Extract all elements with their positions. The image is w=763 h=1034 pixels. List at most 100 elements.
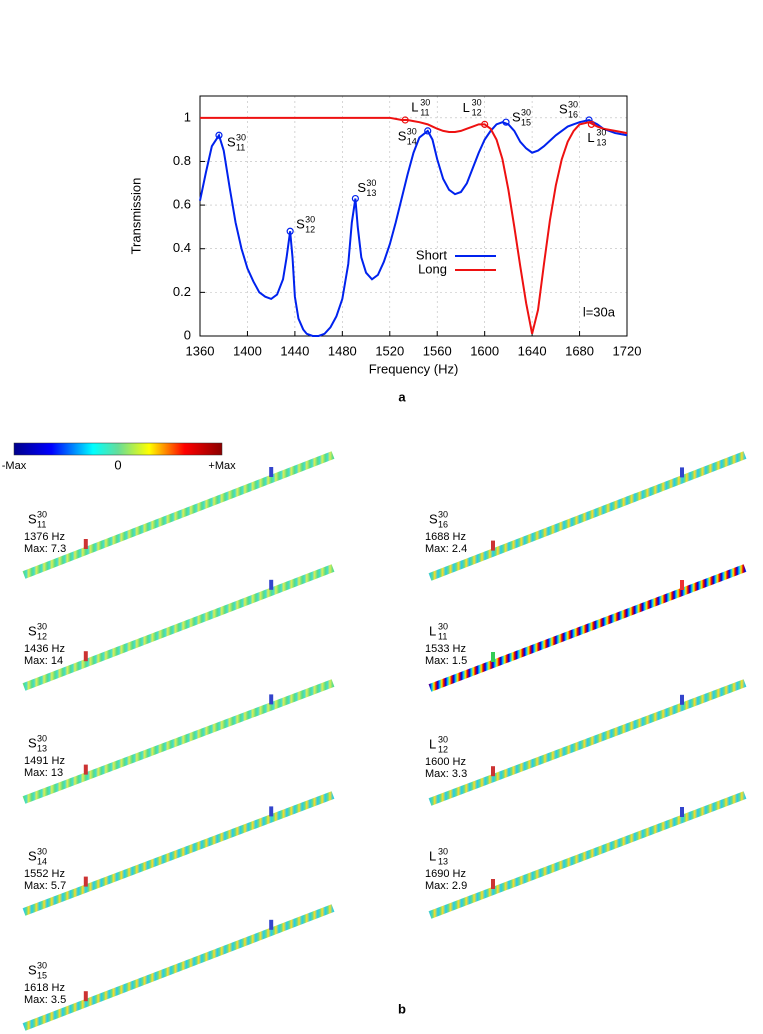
peak-marker [286, 227, 294, 235]
label-letter: L [587, 130, 594, 145]
legend-label: Long [418, 261, 447, 276]
y-tick-label: 0.2 [173, 284, 191, 299]
peak-marker [215, 131, 223, 139]
label-sub: 16 [438, 519, 448, 529]
label-letter: L [429, 848, 436, 863]
mode-max: Max: 14 [24, 655, 63, 667]
label-sup: 30 [305, 215, 315, 225]
label-letter: S [357, 180, 366, 195]
label-letter: L [411, 99, 418, 114]
label-sup: 30 [438, 509, 448, 519]
label-letter: S [296, 217, 305, 232]
label-letter: S [398, 128, 407, 143]
label-sup: 30 [438, 846, 448, 856]
mode-frequency: 1618 Hz [24, 982, 65, 994]
colorbar-label: -Max [2, 460, 27, 472]
label-sup: 30 [37, 621, 47, 631]
label-sup: 30 [472, 98, 482, 108]
label-sub: 11 [438, 631, 447, 641]
resonator-stub [680, 580, 684, 590]
label-sub: 14 [37, 856, 47, 866]
plot-frame [199, 95, 628, 337]
label-sub: 12 [472, 108, 482, 118]
resonator-stub [680, 807, 684, 817]
x-tick-label: 1360 [186, 343, 215, 358]
colorbar-label: +Max [208, 460, 236, 472]
mode-rod [428, 451, 747, 581]
resonator-stub [491, 879, 495, 889]
label-sub: 11 [236, 143, 245, 153]
label-sup: 30 [438, 621, 448, 631]
colorbar-label: 0 [114, 457, 121, 472]
label-sub: 13 [438, 856, 448, 866]
x-tick-label: 1440 [280, 343, 309, 358]
mode-rod [428, 791, 747, 919]
mode-rod [22, 904, 335, 1031]
label-letter: L [463, 100, 470, 115]
label-sup: 30 [420, 97, 430, 107]
resonator-stub [491, 766, 495, 777]
mode-frequency: 1436 Hz [24, 643, 65, 655]
label-sup: 30 [596, 128, 606, 138]
mode-frequency: 1533 Hz [425, 643, 466, 655]
mode-frequency: 1600 Hz [425, 756, 466, 768]
peak-marker [351, 194, 359, 203]
y-tick-label: 0.6 [173, 197, 191, 212]
x-axis-label: Frequency (Hz) [369, 361, 459, 376]
label-sup: 30 [236, 133, 246, 143]
label-letter: S [28, 623, 37, 638]
mode-rod [22, 451, 335, 579]
label-sub: 13 [37, 743, 47, 753]
mode-rod [428, 679, 747, 806]
label-sub: 13 [596, 138, 606, 148]
label-sup: 30 [37, 960, 47, 970]
annotation: l=30a [583, 304, 616, 319]
label-letter: S [28, 962, 37, 977]
label-sup: 30 [366, 178, 376, 188]
mode-frequency: 1376 Hz [24, 531, 65, 543]
mode-max: Max: 5.7 [24, 880, 66, 892]
series-line [200, 116, 628, 335]
resonator-stub [83, 651, 88, 662]
resonator-stub [269, 579, 274, 590]
resonator-stub [491, 652, 495, 662]
label-sup: 30 [37, 846, 47, 856]
mode-frequency: 1491 Hz [24, 755, 65, 767]
label-letter: S [227, 135, 236, 150]
label-sup: 30 [438, 734, 448, 744]
label-sub: 15 [521, 118, 531, 128]
peak-marker [587, 120, 596, 128]
resonator-stub [83, 764, 88, 775]
label-sup: 30 [37, 733, 47, 743]
label-sub: 12 [305, 225, 315, 235]
mode-frequency: 1552 Hz [24, 868, 65, 880]
peak-marker [502, 118, 510, 126]
resonator-stub [491, 540, 495, 551]
label-sub: 14 [407, 136, 417, 146]
mode-frequency: 1688 Hz [425, 531, 466, 543]
mode-max: Max: 3.3 [425, 768, 467, 780]
label-sub: 16 [568, 109, 578, 119]
peak-marker [481, 120, 489, 128]
mode-images [22, 451, 747, 1031]
legend-label: Short [416, 247, 447, 262]
y-tick-label: 0.8 [173, 153, 191, 168]
label-sub: 12 [37, 631, 47, 641]
label-letter: L [429, 623, 436, 638]
resonator-stub [269, 919, 274, 930]
panel-label: a [398, 389, 406, 404]
label-sup: 30 [521, 108, 531, 118]
mode-max: Max: 1.5 [425, 655, 467, 667]
peak-marker [424, 127, 432, 135]
resonator-stub [269, 467, 274, 477]
label-sup: 30 [407, 126, 417, 136]
label-sub: 13 [366, 188, 376, 198]
label-sub: 11 [420, 107, 429, 117]
mode-max: Max: 2.4 [425, 543, 467, 555]
mode-frequency: 1690 Hz [425, 868, 466, 880]
label-sub: 11 [37, 519, 46, 529]
label-sup: 30 [568, 99, 578, 109]
peak-marker [401, 116, 409, 124]
series-line [199, 118, 628, 337]
